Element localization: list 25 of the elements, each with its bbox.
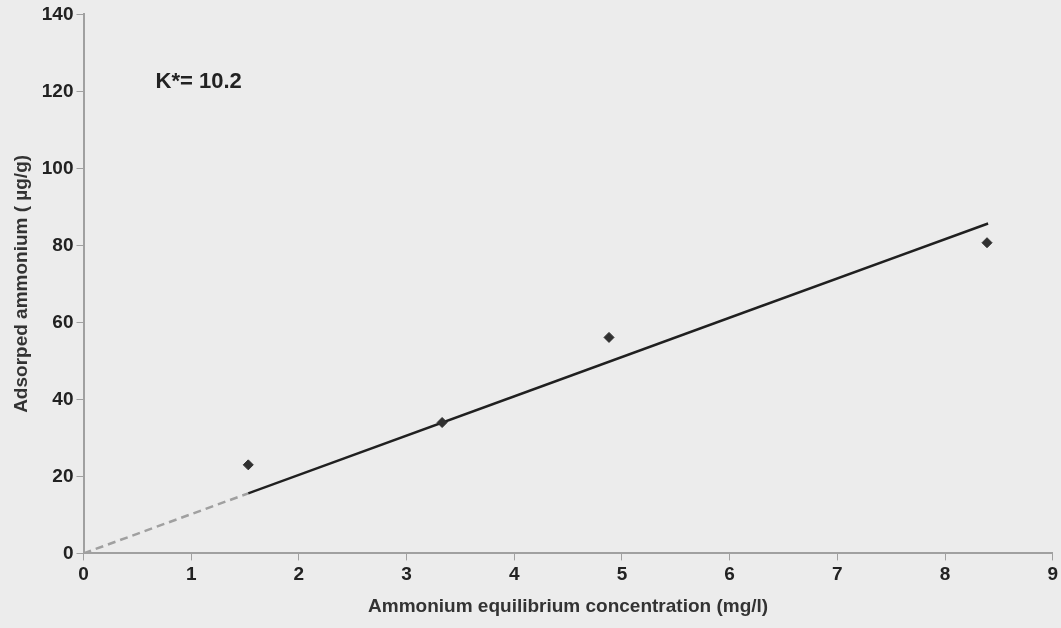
x-tick-label: 3 <box>401 563 412 585</box>
x-tick-label: 4 <box>508 563 520 585</box>
y-tick-label: 100 <box>41 156 74 178</box>
x-tick-label: 6 <box>724 563 735 585</box>
point <box>242 459 254 471</box>
x-tick-label: 8 <box>939 563 951 585</box>
y-tick-label: 40 <box>52 387 74 409</box>
x-tick-label: 5 <box>616 563 628 585</box>
point <box>603 331 615 343</box>
x-axis-title: Ammonium equilibrium concentration (mg/l) <box>368 594 769 616</box>
x-tick-label: 0 <box>78 563 89 585</box>
x-tick-label: 7 <box>832 563 843 585</box>
x-tick-label: 1 <box>185 563 197 585</box>
y-tick-label: 20 <box>52 464 74 486</box>
x-tick-label: 2 <box>293 563 305 585</box>
point <box>981 237 993 249</box>
x-tick-label: 9 <box>1047 563 1059 585</box>
point <box>436 417 448 428</box>
y-tick-label: 60 <box>52 310 74 332</box>
annotation: K*= 10.2 <box>155 68 242 94</box>
y-axis-title: Adsorped ammonium ( µg/g) <box>9 154 31 413</box>
y-tick-label: 0 <box>62 541 74 563</box>
y-tick-label: 120 <box>41 79 74 101</box>
y-tick-label: 140 <box>41 2 74 24</box>
y-tick-label: 80 <box>52 233 74 255</box>
